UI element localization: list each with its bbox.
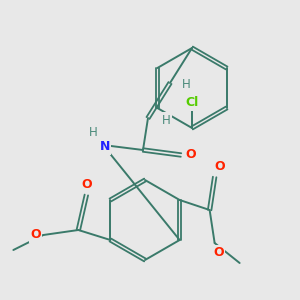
Text: O: O	[81, 178, 92, 191]
Text: O: O	[186, 148, 196, 161]
Text: H: H	[162, 113, 170, 127]
Text: H: H	[182, 79, 190, 92]
Text: N: N	[100, 140, 110, 154]
Text: O: O	[214, 160, 225, 173]
Text: O: O	[213, 247, 224, 260]
Text: H: H	[88, 127, 98, 140]
Text: Cl: Cl	[185, 97, 199, 110]
Text: O: O	[30, 229, 41, 242]
